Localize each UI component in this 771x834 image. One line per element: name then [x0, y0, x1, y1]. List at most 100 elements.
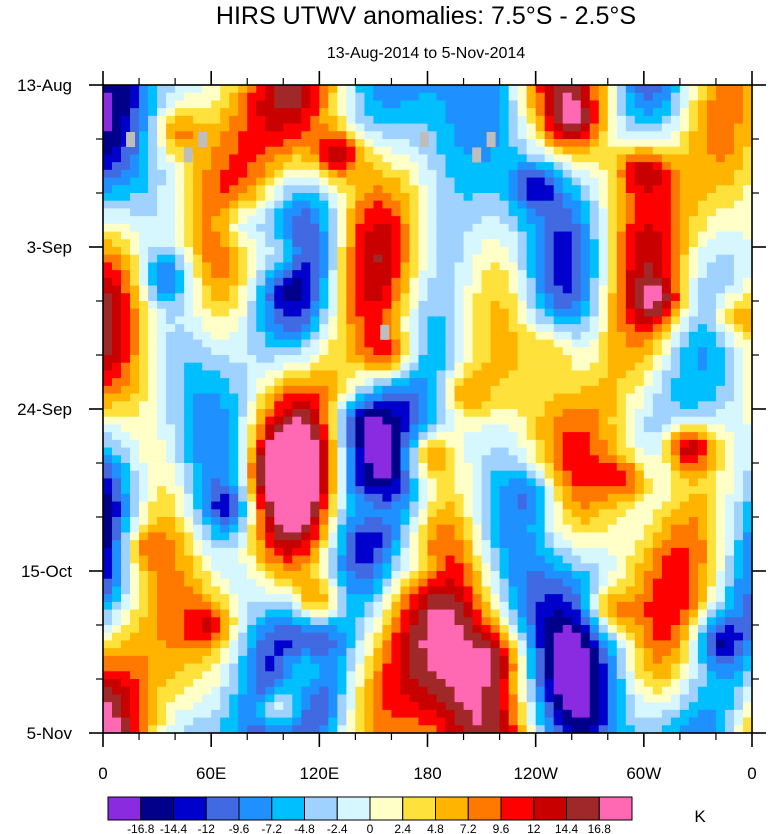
heatmap-cell — [337, 586, 347, 595]
heatmap-cell — [103, 617, 113, 626]
heatmap-cell — [517, 331, 528, 341]
heatmap-cell — [472, 439, 483, 449]
heatmap-cell — [400, 547, 411, 557]
heatmap-cell — [112, 463, 122, 472]
heatmap-cell — [481, 439, 492, 449]
heatmap-cell — [544, 208, 555, 217]
heatmap-cell — [580, 100, 591, 109]
heatmap-cell — [166, 547, 176, 557]
heatmap-cell — [706, 578, 717, 588]
heatmap-cell — [445, 347, 456, 356]
heatmap-cell — [643, 316, 654, 325]
heatmap-cell — [499, 301, 510, 310]
heatmap-cell — [148, 586, 158, 595]
heatmap-cell — [571, 594, 582, 603]
heatmap-cell — [544, 378, 555, 387]
heatmap-cell — [328, 432, 338, 441]
heatmap-cell — [202, 247, 212, 256]
heatmap-cell — [328, 301, 338, 310]
heatmap-cell — [418, 362, 429, 372]
heatmap-cell — [121, 432, 131, 441]
heatmap-cell — [238, 247, 248, 256]
heatmap-cell — [373, 108, 384, 117]
heatmap-cell — [517, 478, 528, 487]
heatmap-cell — [103, 540, 113, 549]
heatmap-cell — [625, 362, 636, 372]
heatmap-cell — [598, 524, 609, 534]
heatmap-cell — [256, 262, 266, 271]
heatmap-cell — [544, 108, 555, 117]
heatmap-cell — [319, 578, 329, 588]
heatmap-cell — [418, 463, 429, 472]
heatmap-cell — [157, 108, 167, 117]
heatmap-cell — [715, 339, 726, 348]
heatmap-cell — [634, 270, 645, 279]
heatmap-cell — [481, 139, 492, 148]
heatmap-cell — [148, 208, 158, 217]
heatmap-cell — [589, 177, 600, 186]
heatmap-cell — [220, 108, 230, 117]
heatmap-cell — [103, 401, 113, 410]
heatmap-cell — [562, 308, 573, 318]
heatmap-cell — [283, 563, 293, 572]
heatmap-cell — [265, 277, 275, 287]
heatmap-cell — [544, 154, 555, 163]
heatmap-cell — [247, 185, 257, 194]
heatmap-cell — [472, 231, 483, 240]
heatmap-cell — [436, 578, 447, 588]
heatmap-cell — [346, 447, 356, 456]
heatmap-cell — [697, 463, 708, 472]
heatmap-cell — [337, 331, 347, 341]
heatmap-cell — [310, 208, 320, 217]
heatmap-cell — [409, 609, 420, 618]
heatmap-cell — [346, 470, 356, 480]
heatmap-cell — [184, 162, 194, 171]
heatmap-cell — [247, 401, 257, 410]
heatmap-cell — [274, 571, 284, 580]
heatmap-cell — [733, 463, 744, 472]
heatmap-cell — [193, 293, 203, 302]
heatmap-cell — [526, 370, 537, 379]
heatmap-cell — [157, 478, 167, 487]
heatmap-cell — [625, 370, 636, 379]
heatmap-cell — [391, 486, 402, 495]
heatmap-cell — [670, 424, 681, 433]
heatmap-cell — [283, 200, 293, 210]
heatmap-cell — [193, 301, 203, 310]
heatmap-cell — [724, 216, 735, 225]
heatmap-cell — [634, 401, 645, 410]
heatmap-cell — [499, 223, 510, 233]
heatmap-cell — [364, 378, 375, 387]
heatmap-cell — [148, 301, 158, 310]
heatmap-cell — [103, 231, 113, 240]
heatmap-cell — [112, 231, 122, 240]
heatmap-cell — [202, 470, 212, 480]
heatmap-cell — [571, 223, 582, 233]
heatmap-cell — [166, 100, 176, 109]
heatmap-cell — [427, 115, 438, 125]
heatmap-cell — [697, 146, 708, 156]
heatmap-cell — [733, 439, 744, 449]
heatmap-cell — [553, 131, 564, 140]
heatmap-cell — [634, 208, 645, 217]
heatmap-cell — [355, 478, 365, 487]
heatmap-cell — [571, 262, 582, 271]
heatmap-cell — [616, 239, 627, 248]
heatmap-cell — [472, 601, 483, 611]
heatmap-cell — [472, 532, 483, 541]
heatmap-cell — [670, 154, 681, 163]
heatmap-cell — [490, 609, 501, 618]
heatmap-cell — [202, 239, 212, 248]
heatmap-cell — [229, 362, 239, 372]
heatmap-cell — [661, 108, 672, 117]
heatmap-cell — [706, 601, 717, 611]
heatmap-cell — [184, 316, 194, 325]
heatmap-cell — [526, 108, 537, 117]
heatmap-cell — [616, 108, 627, 117]
heatmap-cell — [562, 409, 573, 418]
heatmap-cell — [220, 131, 230, 140]
heatmap-cell — [526, 393, 537, 402]
heatmap-cell — [139, 563, 149, 572]
heatmap-cell — [562, 378, 573, 387]
heatmap-cell — [400, 185, 411, 194]
